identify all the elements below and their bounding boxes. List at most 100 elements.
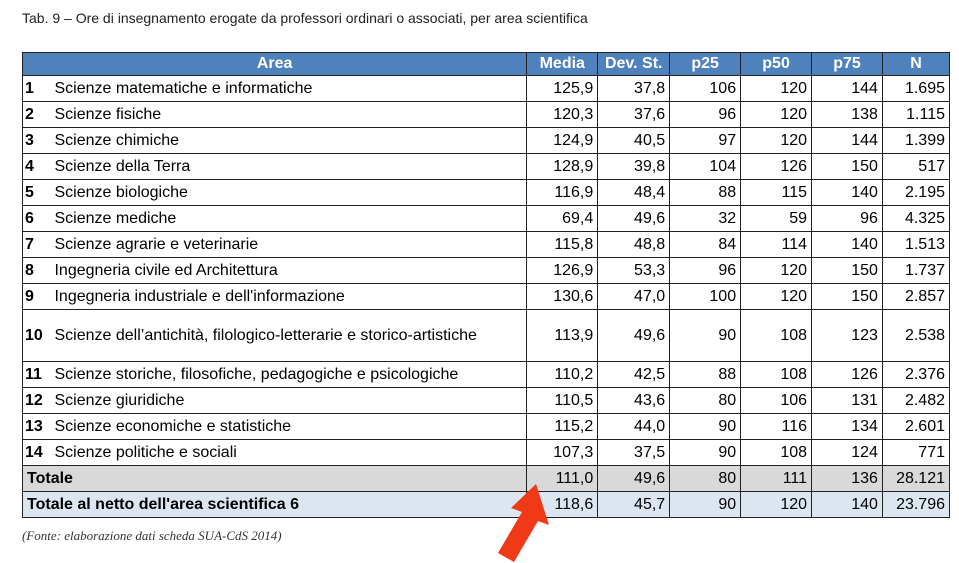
cell-value: 108 bbox=[740, 439, 813, 466]
table-row: 1 Scienze matematiche e informatiche 125,9… bbox=[22, 75, 951, 102]
cell-value: 106 bbox=[740, 387, 813, 414]
column-header: Area bbox=[21, 52, 528, 76]
cell-value: 2.538 bbox=[881, 309, 951, 362]
area-name: Scienze fisiche bbox=[50, 101, 528, 128]
row-number: 10 bbox=[22, 309, 51, 362]
cell-value: 48,8 bbox=[597, 231, 671, 258]
cell-value: 49,6 bbox=[597, 465, 671, 492]
data-table: Area Media Dev. St. p25 p50 p75 N 1 Scienze mate… bbox=[21, 52, 951, 518]
cell-value: 44,0 bbox=[597, 413, 671, 440]
cell-value: 116,9 bbox=[526, 179, 599, 206]
cell-value: 2.482 bbox=[881, 387, 951, 414]
cell-value: 136 bbox=[811, 465, 883, 492]
cell-value: 108 bbox=[740, 309, 813, 362]
cell-value: 131 bbox=[811, 387, 883, 414]
area-name: Scienze economiche e statistiche bbox=[50, 413, 528, 440]
area-name: Scienze chimiche bbox=[50, 127, 528, 154]
row-number: 3 bbox=[22, 127, 51, 154]
cell-value: 120 bbox=[740, 101, 813, 128]
cell-value: 144 bbox=[811, 127, 883, 154]
table-row: 9 Ingegneria industriale e dell'informazi… bbox=[22, 283, 951, 310]
cell-value: 115,8 bbox=[526, 231, 599, 258]
table-row: 13 Scienze economiche e statistiche 115,2 4… bbox=[22, 413, 951, 440]
cell-value: 48,4 bbox=[597, 179, 671, 206]
column-header: p25 bbox=[669, 52, 742, 76]
row-number: 6 bbox=[22, 205, 51, 232]
table-row: 12 Scienze giuridiche 110,5 43,6 80 106 131 2.4… bbox=[22, 387, 951, 414]
table-row: 10 Scienze dell’antichità, filologico-let… bbox=[22, 309, 951, 362]
cell-value: 4.325 bbox=[881, 205, 951, 232]
area-name: Scienze matematiche e informatiche bbox=[50, 75, 528, 102]
table-title: Tab. 9 – Ore di insegnamento erogate da … bbox=[22, 10, 588, 26]
cell-value: 49,6 bbox=[597, 205, 671, 232]
cell-value: 28.121 bbox=[881, 465, 951, 492]
table-row: 14 Scienze politiche e sociali 107,3 37,5 90… bbox=[22, 439, 951, 466]
table-row: 7 Scienze agrarie e veterinarie 115,8 48,8 8… bbox=[22, 231, 951, 258]
cell-value: 90 bbox=[669, 413, 742, 440]
area-name: Scienze mediche bbox=[50, 205, 528, 232]
total-label: Totale bbox=[21, 465, 528, 492]
column-header: p50 bbox=[740, 52, 813, 76]
red-arrow bbox=[498, 484, 549, 562]
cell-value: 124,9 bbox=[526, 127, 599, 154]
cell-value: 43,6 bbox=[597, 387, 671, 414]
cell-value: 107,3 bbox=[526, 439, 599, 466]
header-row: Area Media Dev. St. p25 p50 p75 N bbox=[21, 52, 951, 76]
table-row: 5 Scienze biologiche 116,9 48,4 88 115 140 2.19… bbox=[22, 179, 951, 206]
cell-value: 2.857 bbox=[881, 283, 951, 310]
row-number: 11 bbox=[22, 361, 51, 388]
cell-value: 517 bbox=[881, 153, 951, 180]
cell-value: 1.513 bbox=[881, 231, 951, 258]
cell-value: 111,0 bbox=[526, 465, 599, 492]
cell-value: 37,6 bbox=[597, 101, 671, 128]
cell-value: 80 bbox=[669, 465, 742, 492]
cell-value: 771 bbox=[881, 439, 951, 466]
cell-value: 115 bbox=[740, 179, 813, 206]
cell-value: 2.195 bbox=[881, 179, 951, 206]
cell-value: 110,5 bbox=[526, 387, 599, 414]
cell-value: 150 bbox=[811, 153, 883, 180]
cell-value: 120 bbox=[740, 491, 813, 518]
column-header: Dev. St. bbox=[597, 52, 671, 76]
cell-value: 124 bbox=[811, 439, 883, 466]
cell-value: 90 bbox=[669, 309, 742, 362]
column-header: N bbox=[881, 52, 951, 76]
area-name: Ingegneria civile ed Architettura bbox=[50, 257, 528, 284]
table-row: 6 Scienze mediche 69,4 49,6 32 59 96 4.325 bbox=[22, 205, 951, 232]
cell-value: 90 bbox=[669, 439, 742, 466]
cell-value: 40,5 bbox=[597, 127, 671, 154]
cell-value: 37,8 bbox=[597, 75, 671, 102]
cell-value: 39,8 bbox=[597, 153, 671, 180]
row-number: 13 bbox=[22, 413, 51, 440]
cell-value: 90 bbox=[669, 491, 742, 518]
cell-value: 49,6 bbox=[597, 309, 671, 362]
row-number: 1 bbox=[22, 75, 51, 102]
row-number: 5 bbox=[22, 179, 51, 206]
cell-value: 69,4 bbox=[526, 205, 599, 232]
column-header: Media bbox=[526, 52, 599, 76]
table-row: 3 Scienze chimiche 124,9 40,5 97 120 144 1.399 bbox=[22, 127, 951, 154]
total-row: Totale al netto dell'area scientifica 6 1… bbox=[21, 491, 951, 518]
area-name: Scienze politiche e sociali bbox=[50, 439, 528, 466]
cell-value: 123 bbox=[811, 309, 883, 362]
cell-value: 23.796 bbox=[881, 491, 951, 518]
row-number: 14 bbox=[22, 439, 51, 466]
cell-value: 45,7 bbox=[597, 491, 671, 518]
row-number: 8 bbox=[22, 257, 51, 284]
cell-value: 37,5 bbox=[597, 439, 671, 466]
cell-value: 150 bbox=[811, 257, 883, 284]
column-header: p75 bbox=[811, 52, 883, 76]
cell-value: 140 bbox=[811, 231, 883, 258]
cell-value: 115,2 bbox=[526, 413, 599, 440]
total-label: Totale al netto dell'area scientifica 6 bbox=[21, 491, 528, 518]
cell-value: 1.399 bbox=[881, 127, 951, 154]
cell-value: 140 bbox=[811, 491, 883, 518]
cell-value: 108 bbox=[740, 361, 813, 388]
footnote: (Fonte: elaborazione dati scheda SUA-CdS… bbox=[22, 528, 282, 543]
cell-value: 128,9 bbox=[526, 153, 599, 180]
cell-value: 120 bbox=[740, 127, 813, 154]
cell-value: 113,9 bbox=[526, 309, 599, 362]
total-row: Totale 111,0 49,6 80 111 136 28.121 bbox=[21, 465, 951, 492]
